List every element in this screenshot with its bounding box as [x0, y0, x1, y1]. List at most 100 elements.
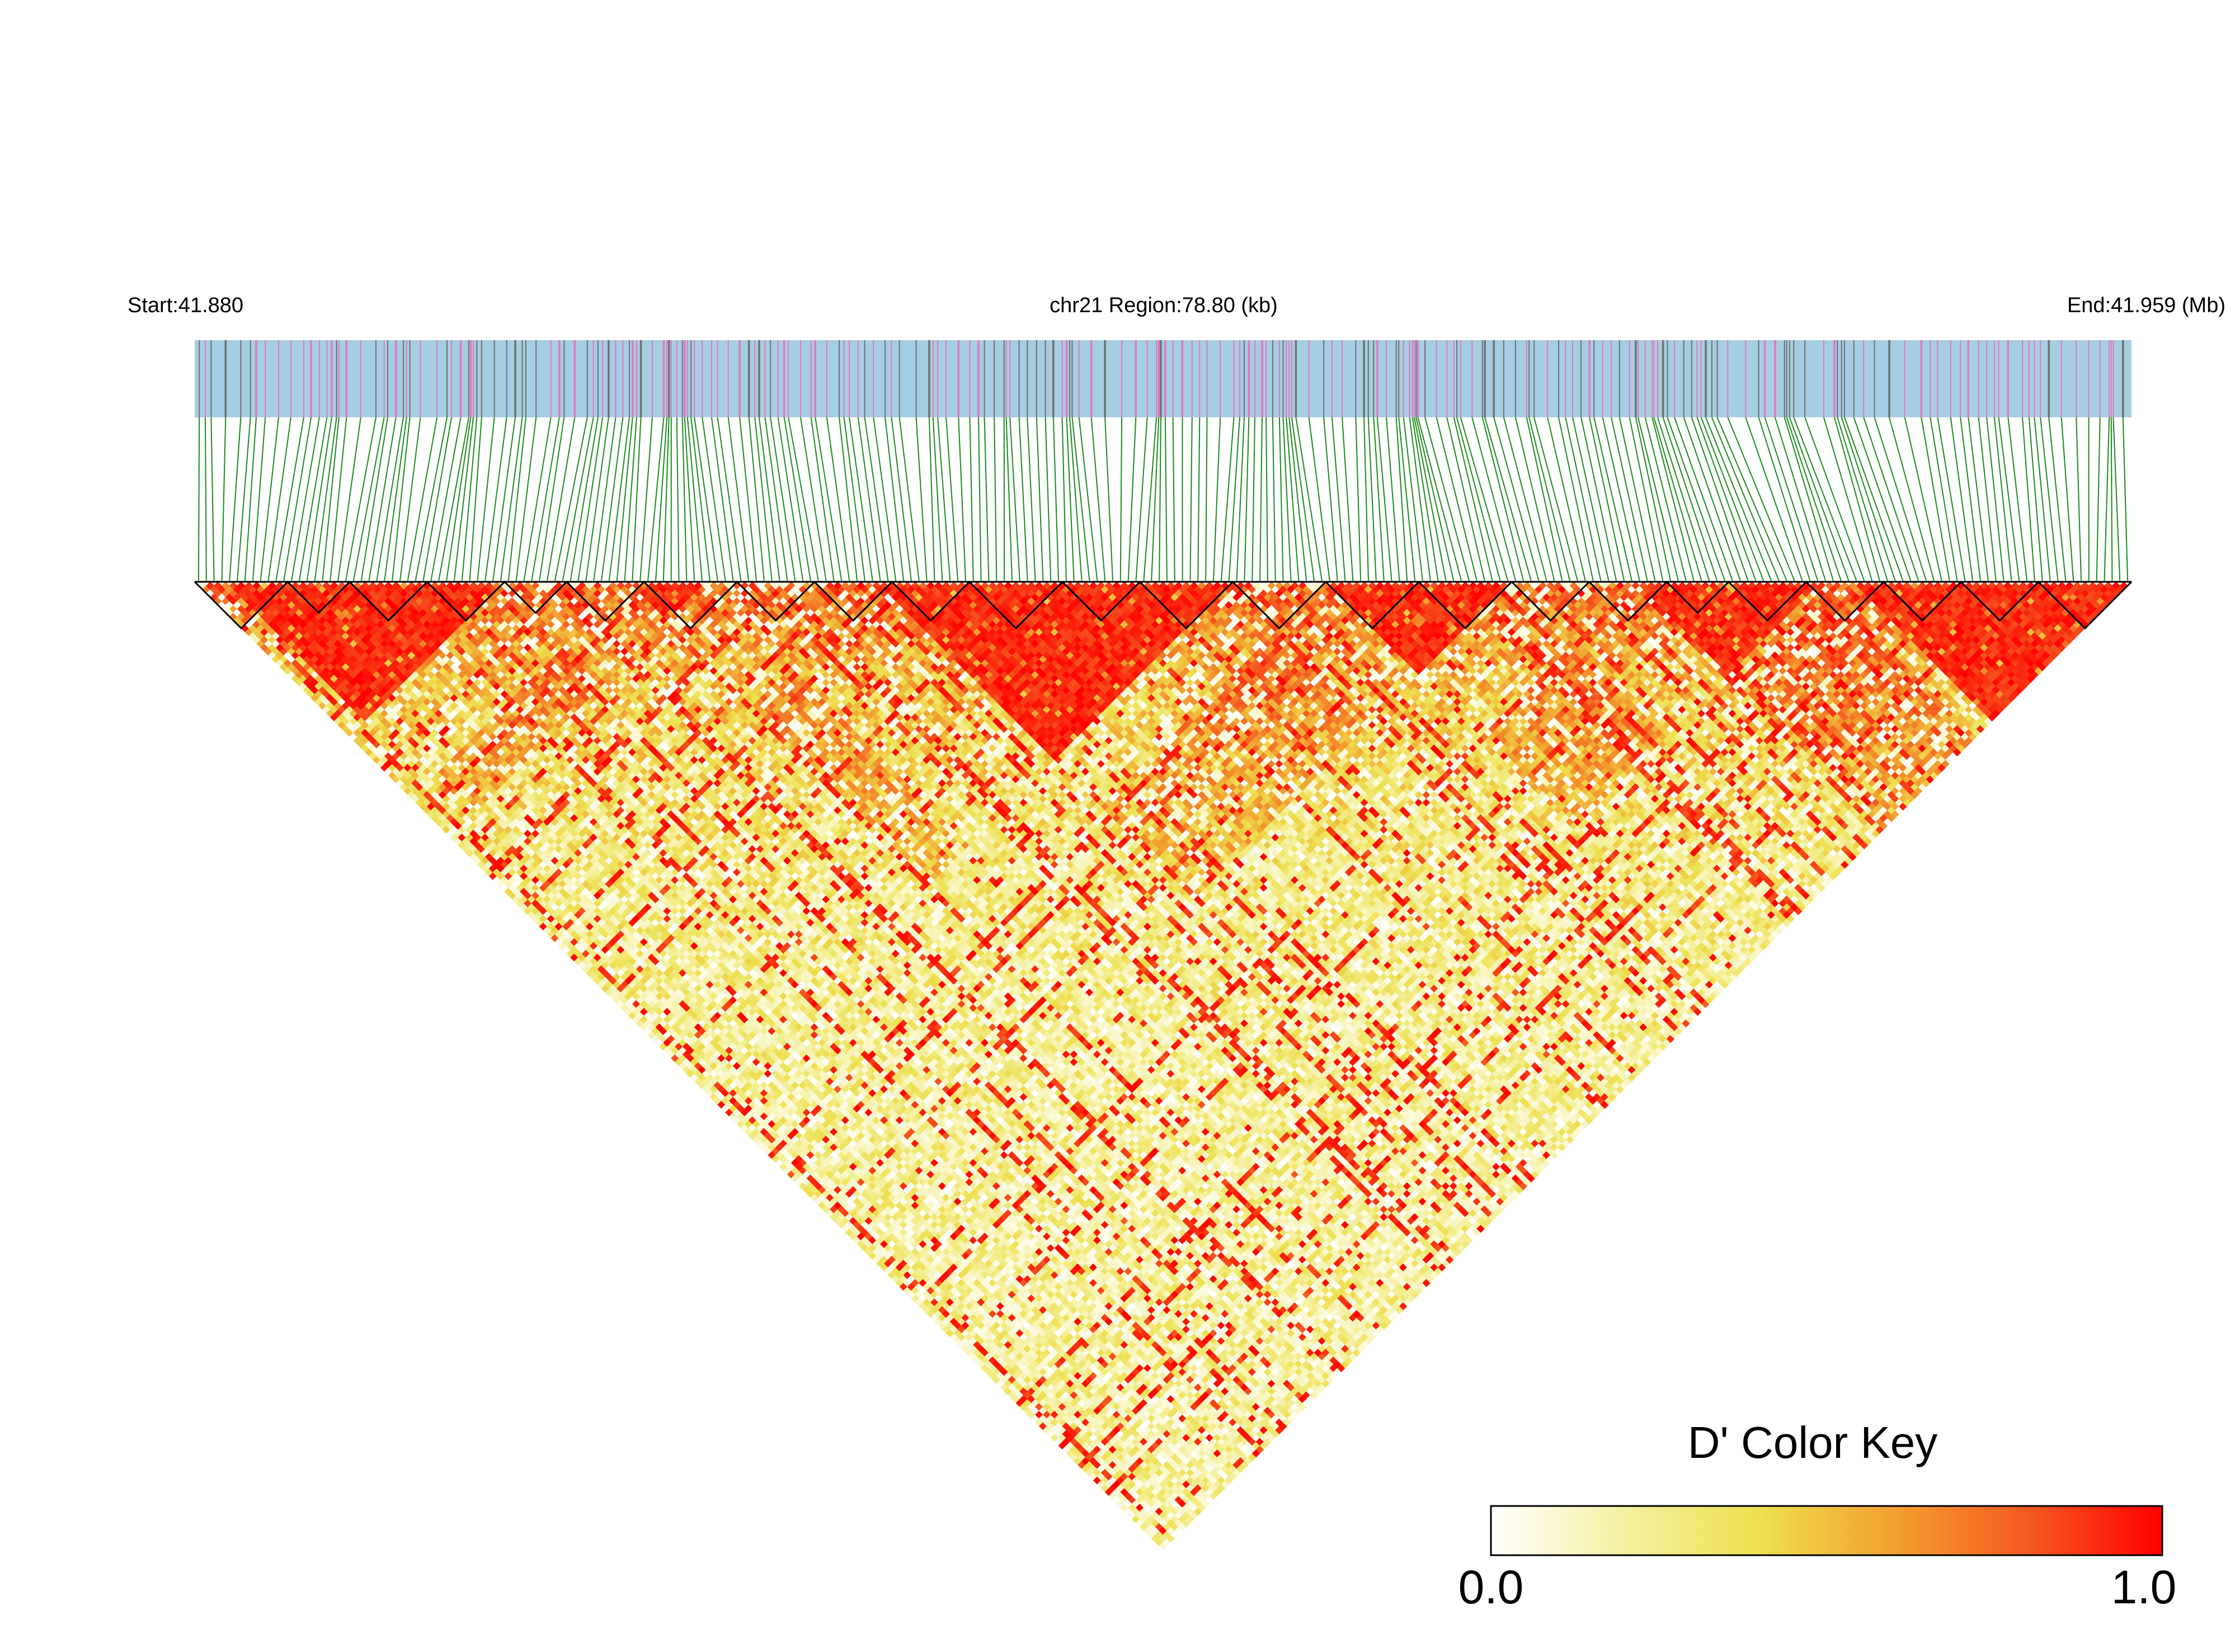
snp-connector-line: [492, 417, 516, 581]
snp-connector-line: [655, 417, 668, 581]
snp-connector-line: [2110, 417, 2113, 581]
snp-connector-line: [1213, 417, 1221, 581]
snp-connector-line: [686, 417, 703, 581]
snp-connector-line: [484, 417, 507, 581]
snp-connector-line: [407, 417, 438, 581]
snp-connector-line: [2048, 417, 2067, 581]
snp-connector-line: [1950, 417, 1974, 581]
snp-connector-line: [764, 417, 788, 581]
snp-connector-line: [267, 417, 291, 581]
snp-connector-line: [1804, 417, 1865, 581]
snp-connector-line: [1638, 417, 1679, 581]
snp-connector-line: [477, 417, 495, 581]
snp-connector-line: [399, 417, 421, 581]
snp-connector-line: [1395, 417, 1408, 581]
snp-connector-line: [1841, 417, 1896, 581]
snp-connector-line: [1069, 417, 1083, 581]
snp-connector-line: [810, 417, 835, 581]
snp-connector-line: [1367, 417, 1377, 581]
snp-connector-line: [1863, 417, 1919, 581]
snp-connector-line: [1409, 417, 1431, 581]
snp-connector-line: [2028, 417, 2043, 581]
snp-connector-line: [839, 417, 858, 581]
snp-connector-line: [376, 417, 404, 581]
snp-connector-line: [515, 417, 537, 581]
snp-connector-line: [1618, 417, 1656, 581]
snp-connector-line: [1205, 417, 1208, 581]
snp-connector-line: [1580, 417, 1617, 581]
snp-connector-line: [873, 417, 897, 581]
snp-connector-line: [1009, 417, 1020, 581]
snp-connector-line: [1691, 417, 1749, 581]
snp-connector-line: [884, 417, 905, 581]
snp-connector-line: [1411, 417, 1439, 581]
snp-connector-line: [857, 417, 881, 581]
snp-connector-line: [1978, 417, 1997, 581]
snp-connector-line: [702, 417, 726, 581]
snp-connector-line: [1413, 417, 1447, 581]
snp-connector-line: [1159, 417, 1161, 581]
snp-connector-line: [1705, 417, 1772, 581]
snp-connector-line: [585, 417, 609, 581]
snp-connector-line: [1968, 417, 1989, 581]
snp-connector-line: [958, 417, 966, 581]
start-position-label: Start:41.880: [128, 294, 243, 317]
snp-connector-line: [1657, 417, 1710, 581]
snp-connector-line: [1220, 417, 1235, 581]
snp-connector-line: [788, 417, 819, 581]
snp-connector-line: [1151, 417, 1160, 581]
snp-connector-line: [1667, 417, 1725, 581]
snp-connector-line: [1291, 417, 1315, 581]
snp-connector-line: [994, 417, 997, 581]
snp-connector-line: [2104, 417, 2110, 581]
snp-connector-line: [1415, 417, 1455, 581]
snp-connector-line: [1323, 417, 1338, 581]
snp-connector-line: [1503, 417, 1547, 581]
snp-connector-line: [800, 417, 827, 581]
snp-connector-line: [1533, 417, 1578, 581]
snp-connector-line: [1090, 417, 1106, 581]
snp-connector-line: [469, 417, 482, 581]
snp-connector-line: [1446, 417, 1485, 581]
snp-connector-line: [306, 417, 332, 581]
snp-connector-line: [1998, 417, 2020, 581]
snp-connector-line: [1259, 417, 1263, 581]
snp-connector-line: [1493, 417, 1540, 581]
snp-connector-line: [1172, 417, 1175, 581]
snp-connector-line: [283, 417, 312, 581]
snp-connector-line: [1373, 417, 1385, 581]
snp-connector-line: [1272, 417, 1276, 581]
snp-connector-line: [1528, 417, 1570, 581]
snp-connector-line: [1683, 417, 1741, 581]
snp-connector-line: [1716, 417, 1787, 581]
snp-connector-line: [770, 417, 796, 581]
snp-connector-line: [1745, 417, 1803, 581]
snp-connector-line: [205, 417, 207, 581]
snp-connector-line: [1228, 417, 1240, 581]
snp-connector-line: [898, 417, 920, 581]
snp-connector-line: [758, 417, 780, 581]
snp-connector-line: [1278, 417, 1284, 581]
snp-connector-line: [2060, 417, 2074, 581]
snp-connector-line: [1662, 417, 1718, 581]
snp-connector-line: [260, 417, 279, 581]
snp-connector-line: [345, 417, 377, 581]
snp-connector-line: [1674, 417, 1733, 581]
snp-connector-line: [1460, 417, 1509, 581]
snp-connector-line: [322, 417, 340, 581]
snp-connector-line: [1066, 417, 1075, 581]
snp-connector-line: [1758, 417, 1811, 581]
snp-connector-lines: [197, 417, 2129, 581]
snp-connector-line: [1071, 417, 1090, 581]
snp-connector-line: [360, 417, 388, 581]
snp-connector-line: [244, 417, 257, 581]
snp-connector-line: [1355, 417, 1362, 581]
snp-connector-line: [352, 417, 385, 581]
snp-connector-line: [1727, 417, 1795, 581]
snp-connector-line: [314, 417, 337, 581]
snp-connector-line: [1558, 417, 1594, 581]
snp-connector-line: [1386, 417, 1400, 581]
snp-connector-line: [1189, 417, 1193, 581]
snp-connector-line: [684, 417, 695, 581]
snp-connector-line: [1286, 417, 1300, 581]
